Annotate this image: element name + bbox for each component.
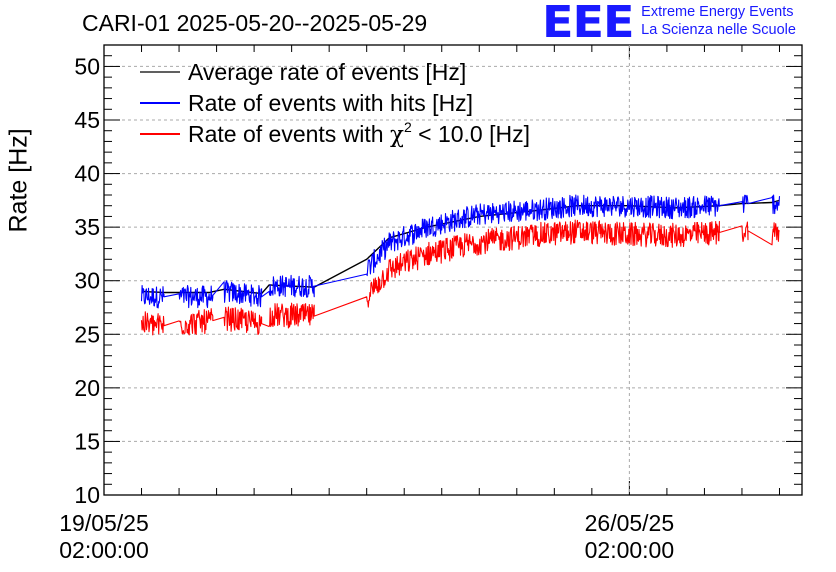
y-tick-label: 30 [74, 268, 100, 294]
chart-title: CARI-01 2025-05-20--2025-05-29 [82, 10, 428, 36]
logo-line-2: La Scienza nelle Scuole [641, 22, 796, 38]
legend: Average rate of events [Hz] Rate of event… [140, 59, 530, 148]
x-tick-label-date: 26/05/25 [585, 510, 675, 536]
series-chi2 [140, 219, 780, 336]
logo-line-1: Extreme Energy Events [641, 4, 794, 20]
y-tick-label: 40 [74, 161, 100, 187]
legend-superscript: 2 [404, 119, 412, 135]
eee-logo: EEE Extreme Energy Events La Scienza nel… [542, 0, 796, 48]
series-hits [140, 194, 781, 309]
logo-text: Extreme Energy Events La Scienza nelle S… [641, 3, 796, 39]
y-axis-label-box: Rate [Hz] [4, 128, 34, 232]
legend-label: Rate of events with hits [Hz] [188, 90, 473, 116]
legend-label-suffix: < 10.0 [Hz] [412, 121, 530, 147]
y-tick-label: 45 [74, 107, 100, 133]
legend-label: Rate of events with χ2 < 10.0 [Hz] [188, 119, 530, 148]
y-tick-label: 15 [74, 428, 100, 454]
y-tick-label: 10 [74, 482, 100, 508]
y-tick-label: 35 [74, 214, 100, 240]
y-tick-label: 50 [74, 53, 100, 79]
x-tick-label-time: 02:00:00 [59, 537, 149, 563]
logo-mark: EEE [542, 0, 635, 48]
y-axis-label: Rate [Hz] [4, 128, 33, 233]
legend-label-text: Rate of events with hits [Hz] [188, 90, 473, 116]
x-tick-label-time: 02:00:00 [585, 537, 675, 563]
y-tick-label: 25 [74, 321, 100, 347]
legend-label-text: Rate of events with [188, 121, 390, 147]
legend-label-text: Average rate of events [Hz] [188, 59, 466, 85]
y-tick-label: 20 [74, 375, 100, 401]
legend-chi-symbol: χ [390, 122, 404, 148]
x-tick-label-date: 19/05/25 [59, 510, 149, 536]
legend-label: Average rate of events [Hz] [188, 59, 466, 85]
